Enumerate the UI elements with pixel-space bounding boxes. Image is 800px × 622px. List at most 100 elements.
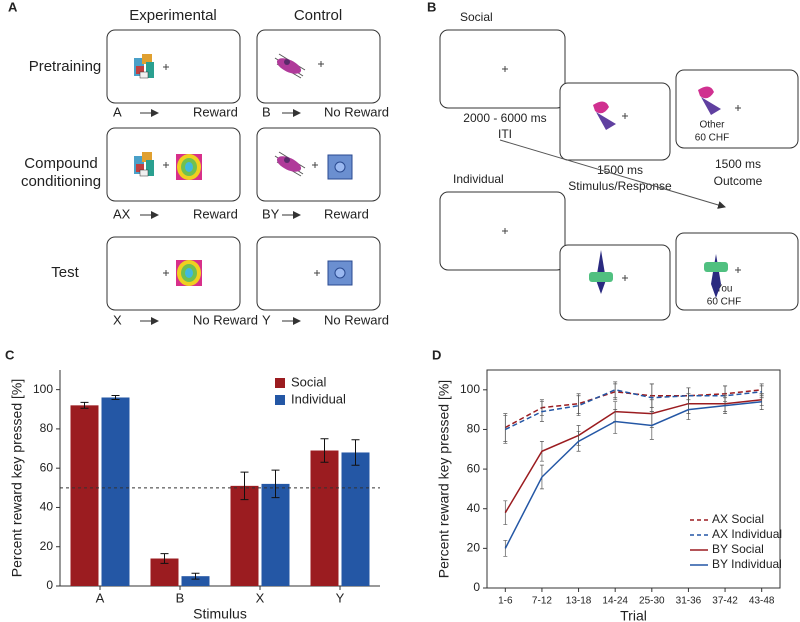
column-header: Control	[294, 7, 342, 24]
y-tick-label: 80	[467, 422, 481, 436]
x-tick-label: B	[176, 590, 185, 605]
error-bar	[240, 471, 249, 501]
caption: Outcome	[714, 174, 763, 188]
screen	[256, 127, 381, 202]
y-tick-label: 20	[40, 539, 54, 553]
panel-label: A	[8, 0, 18, 14]
outcome-label: No Reward	[193, 312, 258, 327]
stimulus-label: A	[113, 104, 122, 119]
amount: 60 CHF	[695, 133, 729, 144]
error-bar	[351, 439, 360, 466]
panel-label: C	[5, 347, 15, 362]
series-line	[504, 400, 762, 549]
fixation-crosses	[502, 66, 741, 281]
y-tick-label: 100	[460, 382, 480, 396]
outcome-label: Reward	[193, 104, 238, 119]
y-tick-label: 100	[33, 382, 53, 396]
bar	[261, 483, 290, 586]
x-tick-label: 43-48	[749, 596, 775, 607]
error-bar	[111, 395, 120, 400]
error-bar	[80, 401, 89, 409]
x-tick-label: 13-18	[566, 596, 592, 607]
series-line	[504, 398, 762, 514]
panel-label: D	[432, 347, 441, 362]
agent: Other	[699, 120, 725, 131]
bar	[230, 485, 259, 586]
y-tick-label: 0	[46, 578, 53, 592]
legend-label: AX Individual	[712, 527, 782, 541]
duration: 1500 ms	[715, 157, 761, 171]
duration: 1500 ms	[597, 163, 643, 177]
stimulus-b	[274, 151, 306, 177]
screens-a	[106, 29, 381, 311]
legend-label: Social	[291, 374, 327, 389]
legend-label: AX Social	[712, 512, 764, 526]
stimulus-y	[327, 260, 353, 286]
amount: 60 CHF	[707, 297, 741, 308]
x-tick-label: 1-6	[498, 596, 513, 607]
series-line	[504, 389, 762, 431]
x-tick-label: 37-42	[712, 596, 738, 607]
screen	[106, 236, 241, 311]
error-bar	[320, 438, 329, 463]
column-header: Experimental	[129, 7, 217, 24]
legend-label: Individual	[291, 391, 346, 406]
bar	[101, 397, 130, 586]
y-tick-label: 80	[40, 421, 54, 435]
x-tick-label: 14-24	[602, 596, 628, 607]
x-axis-label: Stimulus	[193, 606, 247, 622]
y-tick-label: 40	[40, 500, 54, 514]
screen	[106, 127, 241, 202]
stimulus-b	[274, 53, 306, 79]
error-bar	[160, 553, 169, 564]
x-tick-label: Y	[336, 590, 345, 605]
phase-label: Compound conditioning	[20, 155, 102, 190]
stimulus-a	[134, 152, 154, 177]
phase-label: Test	[51, 264, 79, 281]
fixation-crosses	[163, 61, 324, 276]
error-bar	[191, 572, 200, 580]
error-bar	[576, 395, 581, 416]
y-tick-label: 60	[467, 461, 481, 475]
agent: You	[716, 284, 733, 295]
y-axis-label: Percent reward key pressed [%]	[9, 379, 25, 577]
stimulus-label: B	[262, 104, 271, 119]
legend-swatch	[275, 395, 285, 405]
stimulus-label: AX	[113, 206, 131, 221]
y-tick-label: 40	[467, 501, 481, 515]
outcome-label: Reward	[193, 206, 238, 221]
screen	[256, 29, 381, 104]
duration: 2000 - 6000 ms	[463, 111, 546, 125]
bar	[181, 576, 210, 586]
stimulus-x	[176, 260, 202, 286]
bar	[70, 405, 99, 586]
y-tick-label: 0	[473, 580, 480, 594]
outcome-label: Reward	[324, 206, 369, 221]
outcome-label: No Reward	[324, 312, 389, 327]
legend-swatch	[275, 378, 285, 388]
y-tick-label: 60	[40, 460, 54, 474]
y-axis-label: Percent reward key pressed [%]	[436, 380, 452, 578]
stimulus-label: X	[113, 312, 122, 327]
screen	[559, 82, 671, 161]
screen	[675, 232, 799, 311]
stimulus-a	[134, 54, 154, 79]
x-tick-label: A	[96, 590, 105, 605]
x-axis-label: Trial	[620, 608, 647, 622]
row-title: Individual	[453, 172, 504, 186]
bar	[310, 450, 339, 586]
individual-stimulus	[589, 250, 728, 298]
phase-label: Pretraining	[28, 58, 102, 75]
x-tick-label: 31-36	[676, 596, 702, 607]
social-stimulus	[593, 86, 721, 130]
outcome-label: No Reward	[324, 104, 389, 119]
x-tick-label: 25-30	[639, 596, 665, 607]
stimulus-y	[327, 154, 353, 180]
x-tick-label: X	[256, 590, 265, 605]
legend-label: BY Social	[712, 542, 764, 556]
x-tick-label: 7-12	[532, 596, 552, 607]
error-bar	[613, 381, 618, 399]
error-bar	[271, 469, 280, 499]
